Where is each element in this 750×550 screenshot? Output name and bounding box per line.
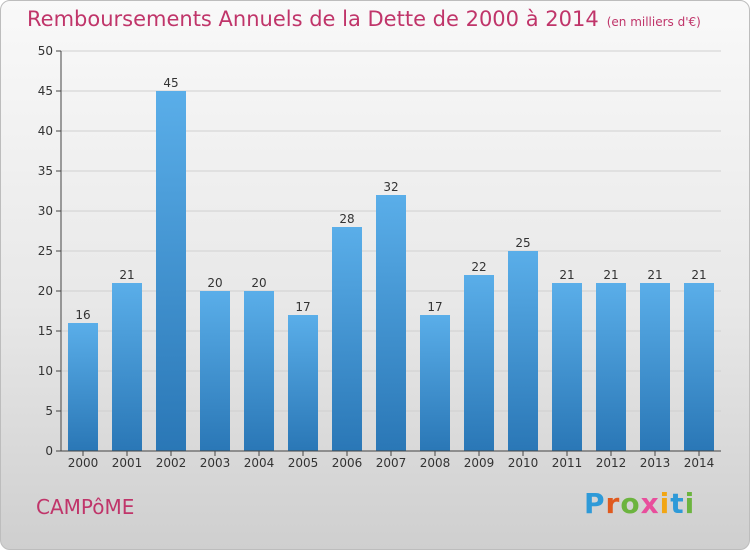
bar	[376, 195, 406, 451]
x-tick-label: 2014	[684, 456, 715, 470]
bar	[684, 283, 714, 451]
y-tick-label: 10	[38, 364, 53, 378]
bar-value-label: 17	[427, 300, 442, 314]
chart-title: Remboursements Annuels de la Dette de 20…	[27, 7, 701, 31]
bar-value-label: 21	[691, 268, 706, 282]
y-tick-label: 30	[38, 204, 53, 218]
y-tick-label: 35	[38, 164, 53, 178]
bar-value-label: 20	[207, 276, 222, 290]
logo-letter: t	[670, 487, 685, 520]
town-name: CAMPôME	[36, 495, 135, 519]
proxiti-logo: Proxiti	[584, 487, 695, 520]
logo-letter: i	[684, 487, 696, 520]
x-tick-label: 2009	[464, 456, 495, 470]
bar-value-label: 17	[295, 300, 310, 314]
bar-value-label: 25	[515, 236, 530, 250]
y-tick-label: 40	[38, 124, 53, 138]
bar-value-label: 21	[119, 268, 134, 282]
bar-value-label: 32	[383, 180, 398, 194]
logo-letter: P	[584, 487, 606, 520]
logo-letter: i	[659, 487, 671, 520]
x-tick-label: 2004	[244, 456, 275, 470]
bar	[464, 275, 494, 451]
bar	[596, 283, 626, 451]
bar	[288, 315, 318, 451]
logo-letter: r	[605, 487, 621, 520]
bar	[640, 283, 670, 451]
bar-value-label: 28	[339, 212, 354, 226]
chart-subtitle: (en milliers d'€)	[606, 15, 701, 29]
bar-value-label: 21	[647, 268, 662, 282]
y-tick-label: 15	[38, 324, 53, 338]
logo-letter: o	[620, 487, 641, 520]
title-text: Remboursements Annuels de la Dette de 20…	[27, 7, 599, 31]
y-tick-label: 20	[38, 284, 53, 298]
bar-value-label: 21	[603, 268, 618, 282]
bar	[156, 91, 186, 451]
x-tick-label: 2010	[508, 456, 539, 470]
y-tick-label: 45	[38, 84, 53, 98]
bar	[244, 291, 274, 451]
x-tick-label: 2011	[552, 456, 583, 470]
x-tick-label: 2012	[596, 456, 627, 470]
bar	[112, 283, 142, 451]
bar-value-label: 22	[471, 260, 486, 274]
y-tick-label: 5	[45, 404, 53, 418]
x-tick-label: 2000	[68, 456, 99, 470]
x-tick-label: 2005	[288, 456, 319, 470]
bar	[200, 291, 230, 451]
y-tick-label: 25	[38, 244, 53, 258]
x-tick-label: 2001	[112, 456, 143, 470]
x-tick-label: 2003	[200, 456, 231, 470]
x-tick-label: 2008	[420, 456, 451, 470]
bar	[420, 315, 450, 451]
bar	[552, 283, 582, 451]
bar-value-label: 16	[75, 308, 90, 322]
bar-value-label: 45	[163, 76, 178, 90]
y-tick-label: 0	[45, 444, 53, 458]
bar-value-label: 20	[251, 276, 266, 290]
x-tick-label: 2006	[332, 456, 363, 470]
x-tick-label: 2007	[376, 456, 407, 470]
x-tick-label: 2002	[156, 456, 187, 470]
logo-letter: x	[640, 487, 660, 520]
x-axis: 2000 2001 2002 2003 2004 2005 2006 2007 2008 2009…	[61, 450, 721, 470]
bar	[68, 323, 98, 451]
bars: 16 21 45 20 20 17 28 32 17 22 25 21 21 21 21	[68, 76, 714, 451]
y-axis: 0 5 10 15 20 25 30 35 40 45 50	[38, 44, 62, 458]
bar	[332, 227, 362, 451]
x-tick-label: 2013	[640, 456, 671, 470]
y-tick-label: 50	[38, 44, 53, 58]
bar-value-label: 21	[559, 268, 574, 282]
bar	[508, 251, 538, 451]
